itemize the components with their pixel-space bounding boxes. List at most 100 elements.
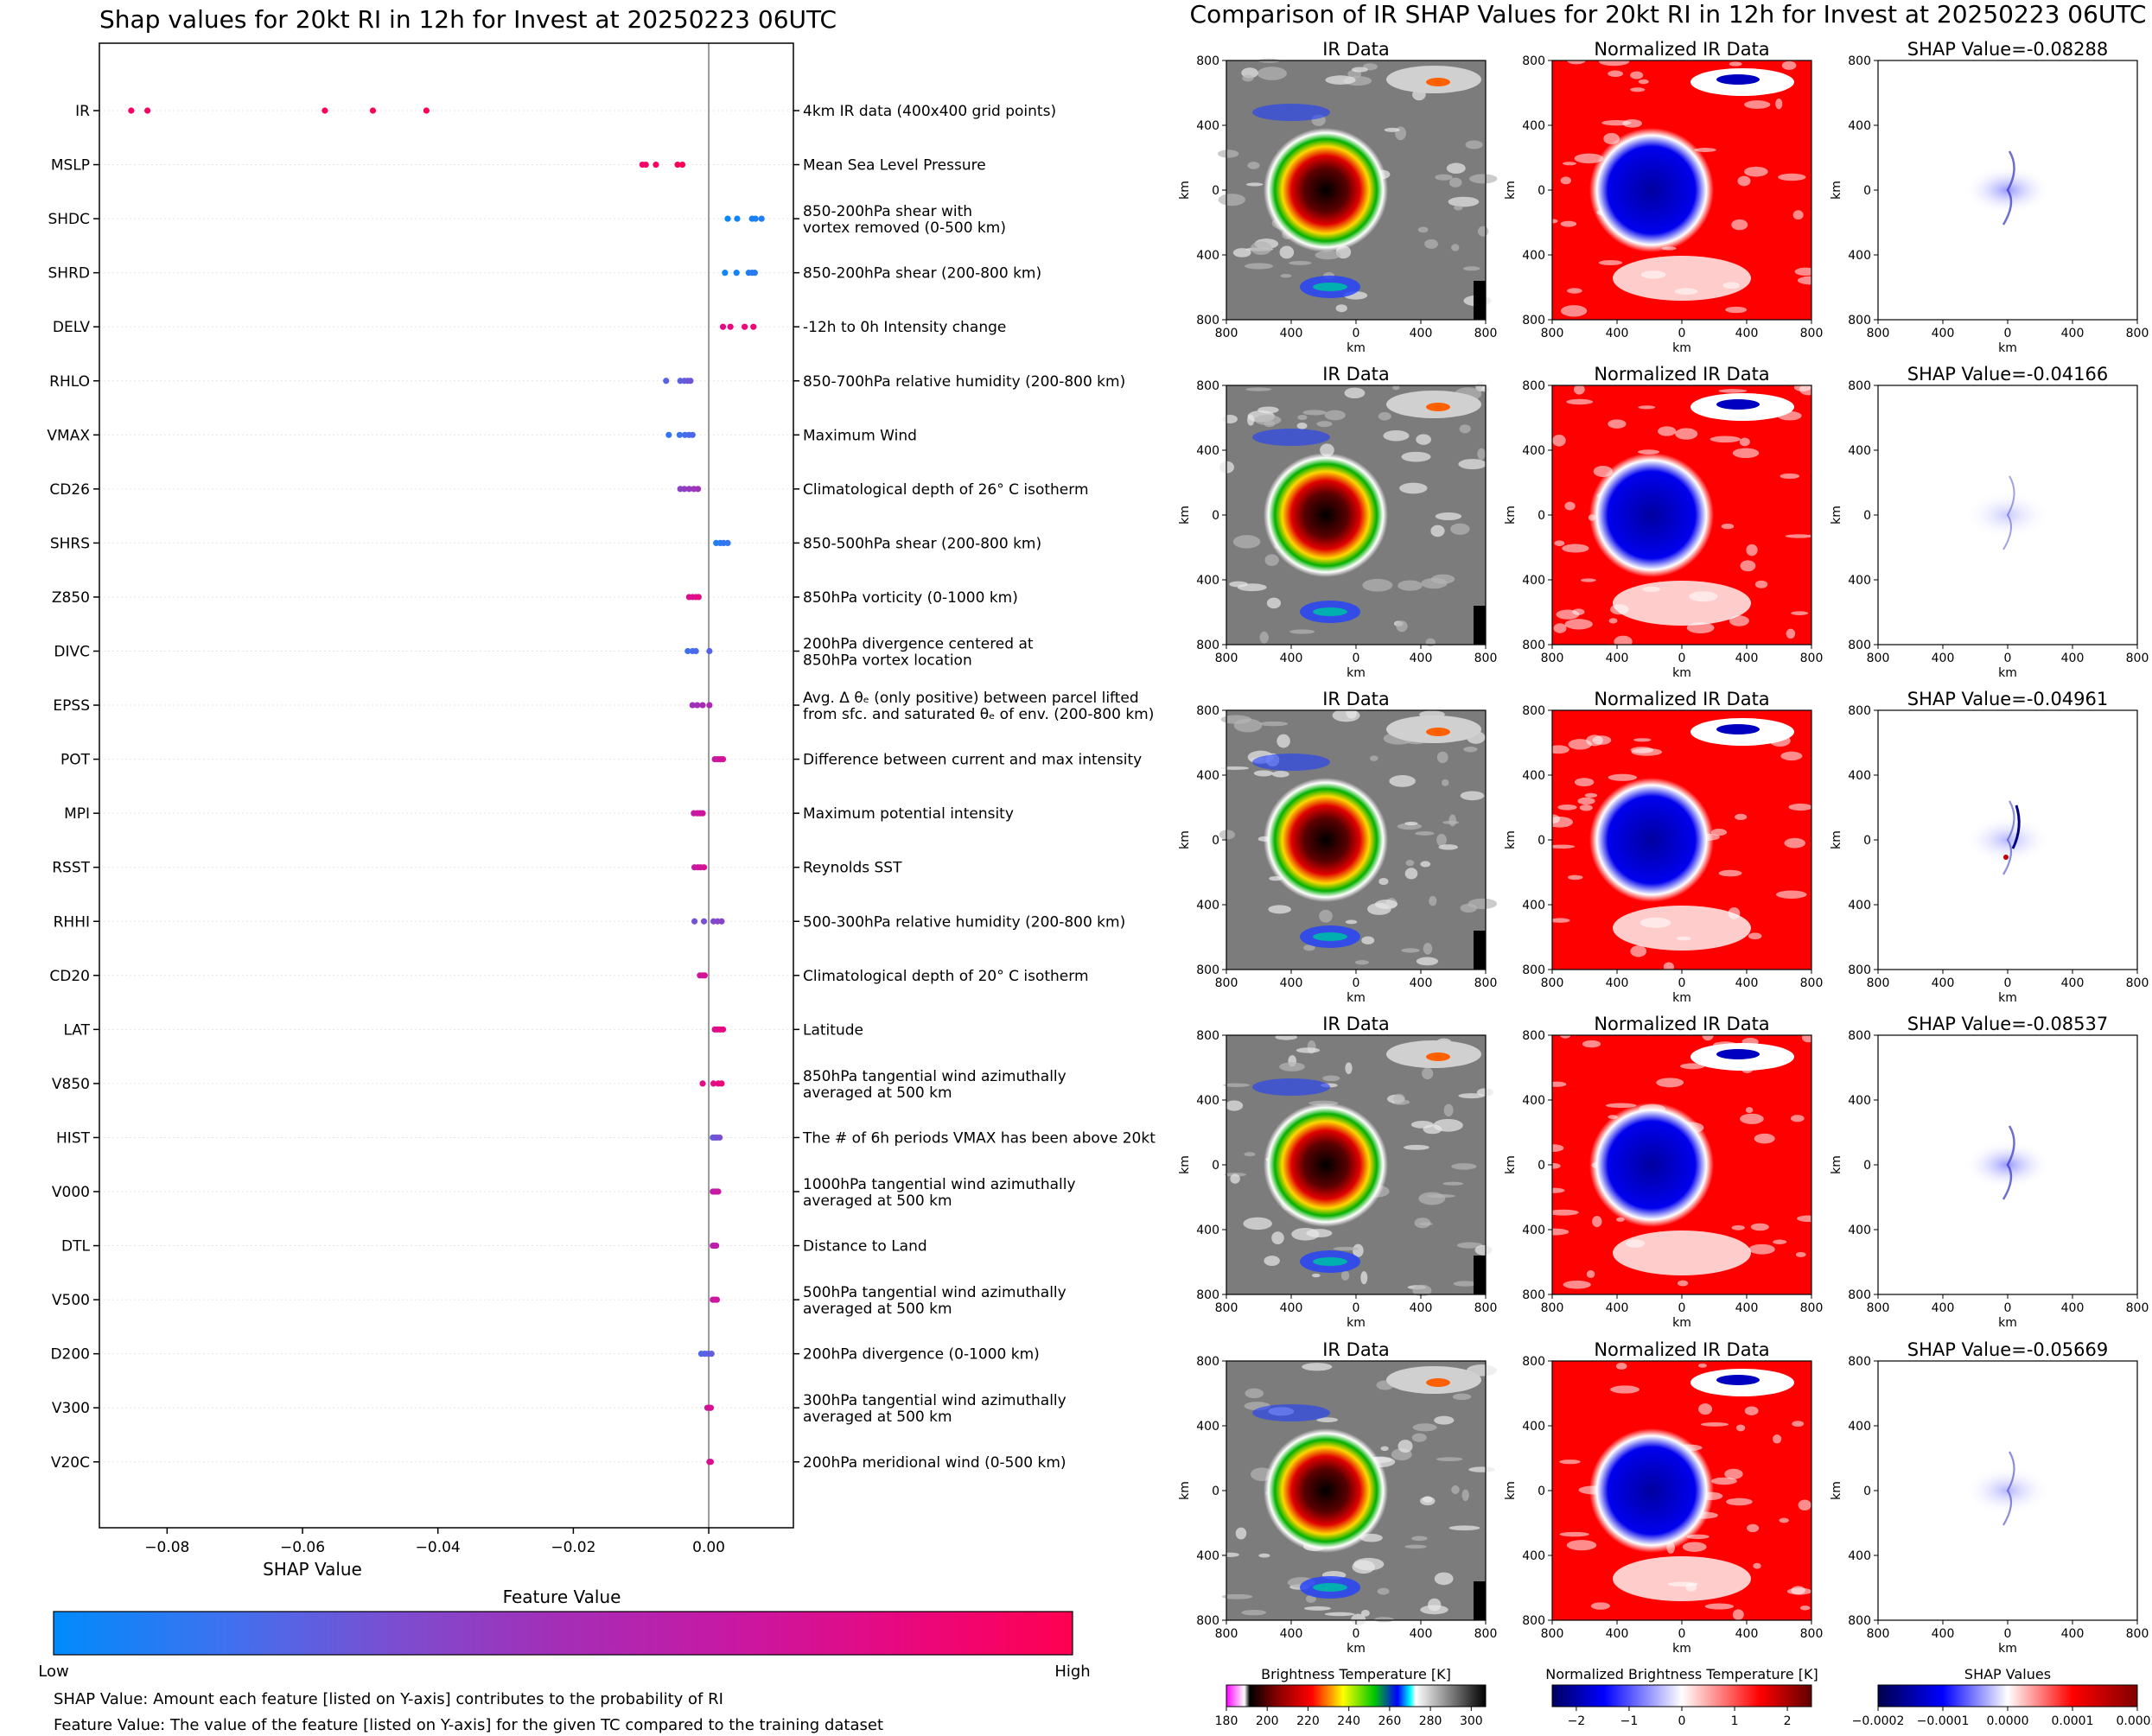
ir-cloud [1245,182,1264,187]
shap-point [701,972,708,979]
y-axis-label: km [1830,506,1843,525]
y-tick-label: 400 [1196,769,1219,783]
norm-cloud [1711,1477,1737,1485]
norm-cloud [1737,175,1751,187]
norm-cloud [1746,544,1758,556]
x-axis-label: km [1672,341,1691,355]
ir-cloud [1360,1610,1370,1617]
heatmap-panel: Normalized IR Data8008004004000040040080… [1504,364,1823,680]
x-tick-label: 800 [1215,976,1238,990]
ir-cloud [1296,423,1308,429]
norm-cloud [1744,1406,1759,1415]
x-tick-label: 400 [1280,1301,1303,1315]
feature-label: RHHI [54,913,90,931]
y-axis-label: km [1178,830,1192,849]
panel-title: SHAP Value=-0.05669 [1907,1339,2109,1360]
y-tick-label: 400 [1848,444,1871,458]
x-tick-label: 400 [2061,1627,2085,1641]
ir-cloud [1305,1594,1316,1603]
norm-cloud [1795,1251,1806,1257]
norm-cloud [1744,166,1768,177]
ir-cloud [1404,1544,1427,1549]
y-tick-label: 800 [1522,54,1545,68]
ir-cloud [1223,1083,1251,1088]
ir-cloud [1438,844,1458,850]
ir-cloud [1401,948,1420,953]
y-axis-label: km [1504,506,1518,525]
shap-point [719,756,727,763]
norm-cloud [1710,436,1741,443]
norm-cloud [1773,1434,1782,1444]
y-tick-label: 0 [1538,1159,1545,1173]
shap-point [718,1080,725,1087]
ir-cloud [1384,127,1400,132]
norm-cloud [1716,74,1760,85]
panel-title: Normalized IR Data [1594,1014,1769,1034]
feature-label: DELV [53,319,90,336]
ir-cloud [1436,833,1447,847]
feature-description: 500-300hPa relative humidity (200-800 km… [803,913,1125,931]
y-tick-label: 800 [1522,379,1545,393]
x-tick-label: 800 [1474,652,1498,665]
ir-cloud [1420,1496,1436,1506]
ir-cloud [1404,868,1418,880]
norm-cloud [1598,260,1623,266]
shap-point [681,486,688,493]
feature-description: Maximum Wind [803,427,917,444]
ir-cloud [1460,791,1485,801]
ir-cloud [1302,410,1327,416]
colorbar-title: Brightness Temperature [K] [1261,1666,1451,1682]
x-tick-label: 800 [1541,976,1564,990]
y-tick-label: 800 [1522,1355,1545,1369]
ir-cloud [1434,1572,1454,1586]
feature-label: HIST [56,1129,91,1147]
norm-cloud [1775,98,1783,110]
x-tick-label: 800 [1800,1301,1824,1315]
shap-feature [2002,150,2015,226]
y-tick-label: 800 [1522,639,1545,652]
y-axis-label: km [1178,181,1192,200]
x-axis-label: SHAP Value [263,1559,362,1580]
ir-cloud [1448,196,1480,207]
y-tick-label: 800 [1196,1029,1219,1043]
x-tick-label: 0 [2004,976,2012,990]
colorbar-tick-label: 1 [1731,1714,1739,1728]
norm-cloud [1546,1162,1561,1169]
ir-cloud [1324,1612,1355,1617]
y-axis-label: km [1830,1481,1843,1500]
ir-cloud [1296,1047,1321,1053]
norm-cloud [1545,814,1561,824]
shap-point [689,431,696,438]
y-tick-label: 400 [1522,249,1545,263]
x-tick-label: 0.00 [692,1539,725,1556]
colorbar-tick-label: 260 [1378,1714,1402,1728]
ir-cloud [1461,1489,1469,1502]
x-tick-label: 0 [1353,976,1360,990]
norm-cloud [1605,1103,1637,1109]
feature-description: Latitude [803,1021,863,1039]
ir-cloud [1346,706,1358,719]
shap-point [694,486,702,493]
shap-feature [2002,1125,2015,1200]
y-tick-label: 400 [1522,1420,1545,1434]
y-axis-label: km [1830,1155,1843,1174]
x-tick-label: 0 [2004,327,2012,340]
colorbar-gradient [1226,1684,1487,1707]
norm-cloud [1680,1063,1705,1070]
norm-cloud [1716,1049,1760,1059]
ir-cloud [1250,241,1272,255]
y-tick-label: 400 [1196,1094,1219,1108]
y-tick-label: 400 [1522,119,1545,133]
y-tick-label: 400 [1196,574,1219,588]
norm-cloud [1779,1517,1789,1523]
shap-blob [1964,491,2051,539]
ir-cloud [1468,898,1498,910]
x-tick-label: 400 [1735,976,1759,990]
y-tick-label: 0 [1863,834,1871,848]
norm-cloud [1799,384,1818,396]
ir-cloud [1434,1415,1455,1425]
x-tick-label: 400 [1932,1301,1955,1315]
norm-cloud [1560,305,1588,317]
ir-cloud [1222,414,1238,424]
